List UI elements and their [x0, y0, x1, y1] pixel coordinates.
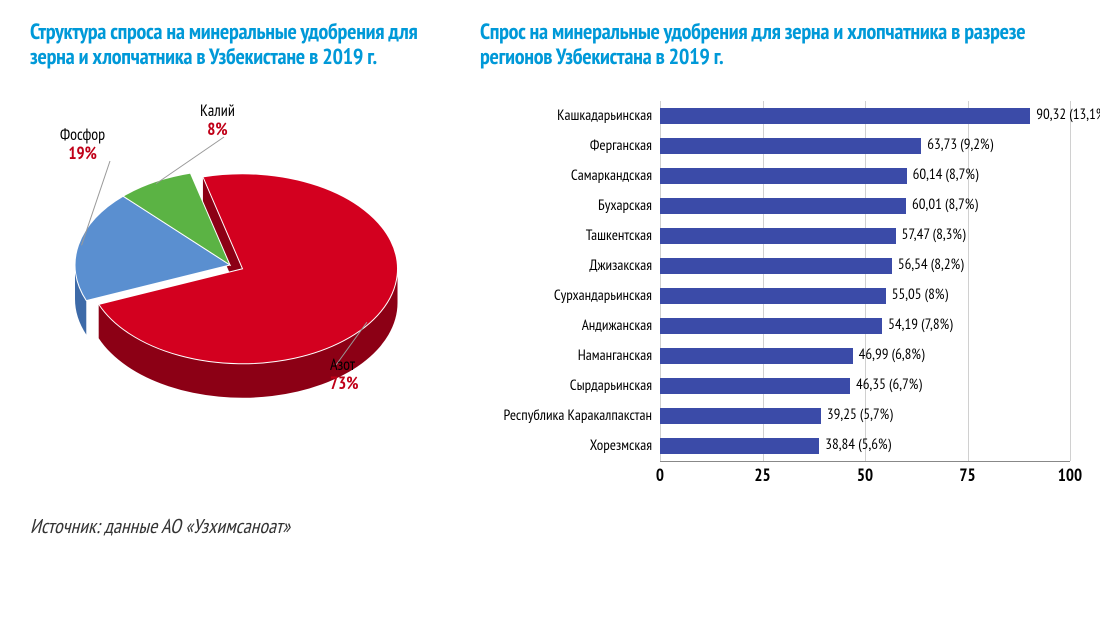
bar — [660, 408, 821, 424]
bar — [660, 168, 907, 184]
bar — [660, 378, 850, 394]
bar — [660, 318, 882, 334]
pie-label-pct: 19% — [60, 144, 105, 163]
bar-row: Ферганская 63,73 (9,2%) — [480, 131, 1070, 161]
bar-value-label: 57,47 (8,3%) — [902, 225, 966, 244]
bar-row: Наманганская 46,99 (6,8%) — [480, 341, 1070, 371]
bar-value-label: 38,84 (5,6%) — [825, 435, 891, 454]
bar-category: Сырдарьинская — [480, 376, 660, 395]
bar-category: Бухарская — [480, 196, 660, 215]
pie-label-kaliy: Калий 8% — [200, 103, 235, 139]
bar-category: Самаркандская — [480, 166, 660, 185]
bar-value-label: 60,01 (8,7%) — [912, 195, 978, 214]
x-tick: 50 — [857, 464, 873, 486]
bar-category: Кашкадарьинская — [480, 106, 660, 125]
x-tick: 25 — [754, 464, 770, 486]
bar-panel: Спрос на минеральные удобрения для зерна… — [480, 20, 1070, 487]
bar-value-label: 60,14 (8,7%) — [913, 165, 979, 184]
bar-row: Республика Каракалпакстан 39,25 (5,7%) — [480, 401, 1070, 431]
x-tick: 75 — [959, 464, 975, 486]
bar — [660, 438, 819, 454]
bar-row: Сурхандарьинская 55,05 (8%) — [480, 281, 1070, 311]
bar-row: Ташкентская 57,47 (8,3%) — [480, 221, 1070, 251]
bar-row: Кашкадарьинская90,32 (13,1%) — [480, 101, 1070, 131]
bar-category: Хорезмская — [480, 436, 660, 455]
bar-row: Бухарская 60,01 (8,7%) — [480, 191, 1070, 221]
x-axis: 0255075100 — [660, 461, 1070, 487]
bar-title: Спрос на минеральные удобрения для зерна… — [480, 20, 1070, 71]
bar-category: Наманганская — [480, 346, 660, 365]
bar-category: Республика Каракалпакстан — [480, 406, 660, 425]
bar-row: Андижанская 54,19 (7,8%) — [480, 311, 1070, 341]
pie-label-azot: Азот 73% — [330, 357, 359, 393]
bar-category: Ташкентская — [480, 226, 660, 245]
bar-category: Ферганская — [480, 136, 660, 155]
bar-category: Андижанская — [480, 316, 660, 335]
bar-value-label: 55,05 (8%) — [892, 285, 948, 304]
x-tick: 100 — [1058, 464, 1082, 486]
bar — [660, 348, 853, 364]
bar-value-label: 54,19 (7,8%) — [888, 315, 952, 334]
bar-value-label: 56,54 (8,2%) — [898, 255, 964, 274]
bar-value-label: 90,32 (13,1%) — [1036, 105, 1100, 124]
bar-value-label: 46,35 (6,7%) — [856, 375, 922, 394]
bar — [660, 258, 892, 274]
pie-label-fosfor: Фосфор 19% — [60, 127, 105, 163]
bar — [660, 198, 906, 214]
bar-row: Сырдарьинская 46,35 (6,7%) — [480, 371, 1070, 401]
bar-chart: Кашкадарьинская90,32 (13,1%) Ферганская 63… — [480, 95, 1070, 487]
bar-row: Хорезмская 38,84 (5,6%) — [480, 431, 1070, 461]
bar — [660, 228, 896, 244]
bar-value-label: 39,25 (5,7%) — [827, 405, 893, 424]
bar-value-label: 63,73 (9,2%) — [927, 135, 993, 154]
bar-category: Сурхандарьинская — [480, 286, 660, 305]
pie-title: Структура спроса на минеральные удобрени… — [30, 20, 450, 71]
bar — [660, 138, 921, 154]
pie-label-pct: 73% — [330, 374, 359, 393]
bar-row: Джизакская 56,54 (8,2%) — [480, 251, 1070, 281]
bar — [660, 108, 1030, 124]
bar-value-label: 46,99 (6,8%) — [859, 345, 925, 364]
bar — [660, 288, 886, 304]
pie-label-pct: 8% — [200, 120, 235, 139]
bar-category: Джизакская — [480, 256, 660, 275]
pie-panel: Структура спроса на минеральные удобрени… — [30, 20, 450, 487]
source-text: Источник: данные АО «Узхимсаноат» — [30, 513, 1070, 539]
x-tick: 0 — [656, 464, 664, 486]
bar-row: Самаркандская 60,14 (8,7%) — [480, 161, 1070, 191]
pie-chart: Фосфор 19% Калий 8% Азот 73% — [30, 95, 450, 435]
